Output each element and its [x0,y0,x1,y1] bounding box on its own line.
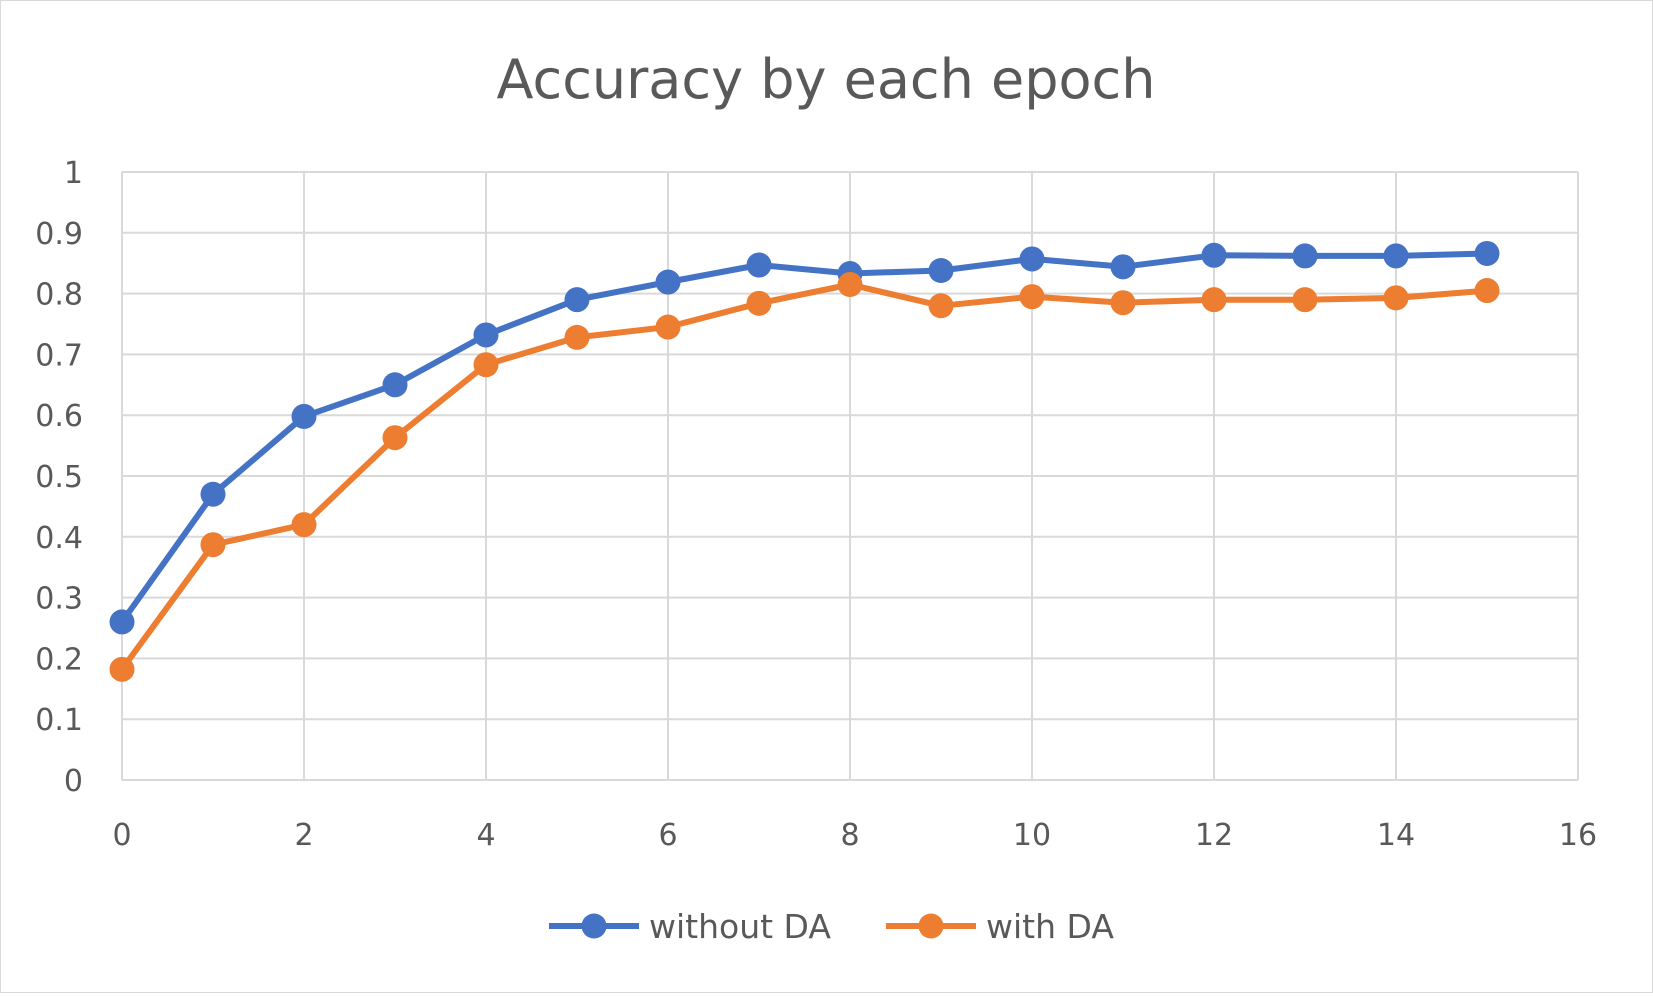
y-tick-label: 0.1 [35,703,83,738]
x-tick-label: 10 [1013,818,1051,853]
x-axis-ticks: 0 2 4 6 8 10 12 14 16 [112,818,1597,853]
y-tick-label: 0.5 [35,460,83,495]
data-point [1292,243,1318,269]
data-point [564,324,590,350]
data-point [109,609,135,635]
legend-item: without DA [549,907,831,946]
x-tick-label: 4 [476,818,495,853]
y-tick-label: 1 [64,156,83,191]
data-point [928,293,954,319]
data-point [837,271,863,297]
data-point [1110,290,1136,316]
data-point [1201,242,1227,268]
data-point [200,532,226,558]
data-point [928,257,954,283]
legend-marker [918,913,944,939]
y-tick-label: 0 [64,764,83,799]
data-point [655,314,681,340]
data-point [473,322,499,348]
y-tick-label: 0.9 [35,217,83,252]
data-point [1019,246,1045,272]
series-without-da [109,240,1500,635]
legend: without DA with DA [549,907,1114,946]
gridlines [121,171,1579,781]
data-point [382,372,408,398]
x-tick-label: 14 [1377,818,1415,853]
x-tick-label: 16 [1559,818,1597,853]
y-tick-label: 0.7 [35,338,83,373]
data-point [564,287,590,313]
data-point [746,290,772,316]
x-tick-label: 0 [112,818,131,853]
data-point [291,512,317,538]
series-line [119,250,1490,625]
data-point [746,252,772,278]
data-point [109,656,135,682]
series-group [109,240,1500,682]
data-point [200,481,226,507]
data-point [473,352,499,378]
data-point [382,425,408,451]
legend-marker [581,913,607,939]
x-tick-label: 12 [1195,818,1233,853]
series-with-da [109,271,1500,682]
chart-title: Accuracy by each epoch [497,48,1156,111]
data-point [1201,287,1227,313]
data-point [655,269,681,295]
data-point [1383,285,1409,311]
legend-item: with DA [886,907,1114,946]
x-tick-label: 6 [658,818,677,853]
y-tick-label: 0.8 [35,278,83,313]
y-tick-label: 0.3 [35,582,83,617]
data-point [291,403,317,429]
data-point [1383,243,1409,269]
y-axis-ticks: 0 0.1 0.2 0.3 0.4 0.5 0.6 0.7 0.8 0.9 1 [35,156,83,799]
data-point [1110,254,1136,280]
x-tick-label: 8 [840,818,859,853]
x-tick-label: 2 [294,818,313,853]
y-tick-label: 0.6 [35,399,83,434]
series-line [119,281,1490,673]
legend-label: with DA [986,907,1114,946]
data-point [1019,284,1045,310]
data-point [1474,240,1500,266]
legend-label: without DA [649,907,831,946]
data-point [1292,287,1318,313]
y-tick-label: 0.2 [35,642,83,677]
y-tick-label: 0.4 [35,521,83,556]
data-point [1474,278,1500,304]
